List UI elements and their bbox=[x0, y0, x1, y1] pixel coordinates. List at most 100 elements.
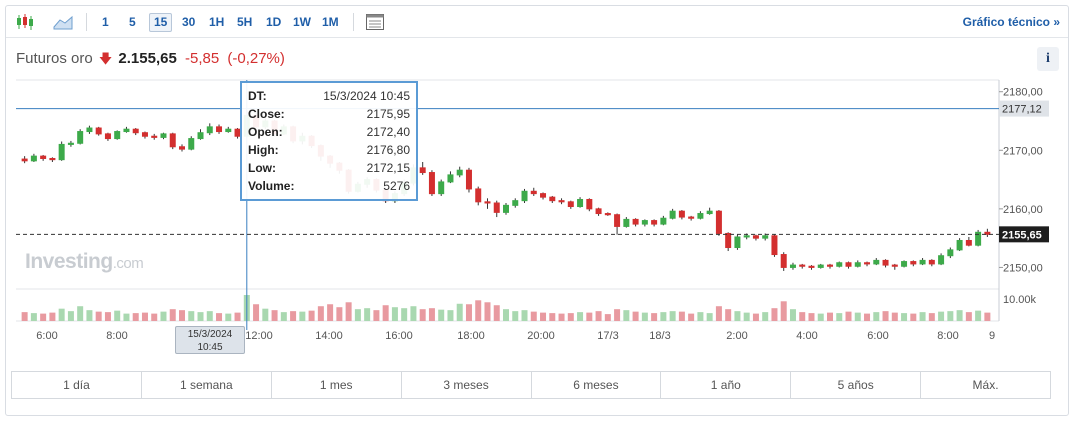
volume-bar bbox=[262, 308, 269, 321]
timeframe-5[interactable]: 5 bbox=[129, 15, 136, 29]
last-price-label: 2155,65 bbox=[1002, 229, 1042, 241]
candle-body bbox=[179, 146, 185, 150]
candle-body bbox=[678, 210, 685, 218]
timeframe-1h[interactable]: 1H bbox=[209, 15, 225, 29]
volume-bar bbox=[234, 312, 241, 321]
period-1-month[interactable]: 1 mes bbox=[272, 372, 402, 398]
period-1-week[interactable]: 1 semana bbox=[142, 372, 272, 398]
volume-bar bbox=[669, 311, 676, 321]
volume-bar bbox=[86, 310, 93, 321]
candle-body bbox=[752, 235, 759, 239]
toolbar-divider bbox=[353, 13, 354, 31]
candle-body bbox=[123, 128, 130, 133]
timeframe-15[interactable]: 15 bbox=[149, 13, 173, 32]
candle-body bbox=[947, 249, 954, 257]
volume-bar bbox=[734, 311, 741, 321]
volume-bar bbox=[410, 306, 417, 321]
x-tick-label: 14:00 bbox=[315, 330, 343, 342]
period-selector: 1 día 1 semana 1 mes 3 meses 6 meses 1 a… bbox=[11, 371, 1051, 399]
volume-bar bbox=[910, 313, 917, 321]
volume-bar bbox=[623, 310, 630, 321]
tooltip-row-date: DT: 15/3/2024 10:45 bbox=[248, 89, 410, 103]
candle-body bbox=[521, 190, 528, 202]
candle-body bbox=[67, 142, 74, 145]
x-tick-label: 6:00 bbox=[867, 330, 888, 342]
period-1-day[interactable]: 1 día bbox=[12, 372, 142, 398]
volume-bar bbox=[845, 311, 852, 321]
technical-chart-link[interactable]: Gráfico técnico » bbox=[962, 15, 1060, 29]
volume-bar bbox=[428, 308, 435, 321]
volume-bar bbox=[873, 312, 880, 321]
candlestick-chart[interactable]: 2180,00 2170,00 2160,00 2150,00 10.00k 2177,1… bbox=[0, 0, 1076, 360]
volume-bar bbox=[373, 310, 380, 321]
volume-bar bbox=[382, 305, 389, 321]
candle-body bbox=[456, 169, 463, 176]
candle-body bbox=[484, 201, 491, 204]
period-1-year[interactable]: 1 año bbox=[661, 372, 792, 398]
candle-body bbox=[503, 204, 509, 213]
volume-bar bbox=[706, 313, 713, 321]
timeframe-1d[interactable]: 1D bbox=[266, 15, 282, 29]
y-tick-label: 2160,00 bbox=[1003, 204, 1043, 216]
candle-body bbox=[651, 220, 658, 225]
timeframe-5h[interactable]: 5H bbox=[237, 15, 253, 29]
volume-bar bbox=[901, 313, 908, 321]
candle-body bbox=[882, 259, 889, 266]
area-chart-icon[interactable] bbox=[52, 12, 74, 32]
volume-bar bbox=[752, 313, 759, 321]
volume-bar bbox=[947, 311, 954, 321]
volume-bar bbox=[188, 311, 195, 321]
candle-body bbox=[965, 239, 972, 246]
candle-body bbox=[956, 239, 963, 251]
period-max[interactable]: Máx. bbox=[972, 378, 999, 392]
candle-body bbox=[984, 231, 991, 235]
candle-body bbox=[595, 208, 602, 215]
volume-bar bbox=[438, 309, 445, 321]
volume-bar bbox=[540, 312, 547, 321]
volume-bar bbox=[586, 312, 593, 321]
volume-bar bbox=[984, 312, 991, 321]
timeframe-30[interactable]: 30 bbox=[182, 15, 196, 29]
y-tick-label: 2150,00 bbox=[1003, 262, 1043, 274]
candlestick-icon[interactable] bbox=[14, 12, 36, 32]
candle-body bbox=[95, 127, 102, 135]
volume-bar bbox=[169, 309, 176, 321]
volume-bar bbox=[854, 312, 861, 321]
volume-bar bbox=[216, 313, 223, 321]
y-tick-label: 2180,00 bbox=[1003, 87, 1043, 99]
timeframe-1m[interactable]: 1M bbox=[322, 15, 339, 29]
candle-body bbox=[641, 220, 648, 225]
volume-bar bbox=[114, 310, 121, 321]
candle-body bbox=[891, 264, 898, 267]
crosshair-price-box bbox=[999, 100, 1049, 117]
candle-body bbox=[419, 167, 426, 174]
candle-body bbox=[530, 190, 537, 195]
volume-bar bbox=[836, 313, 843, 321]
volume-bar bbox=[780, 301, 787, 321]
volume-bar bbox=[401, 308, 408, 321]
candle-body bbox=[77, 131, 84, 144]
period-6-months[interactable]: 6 meses bbox=[532, 372, 662, 398]
volume-bar bbox=[484, 302, 491, 321]
volume-bar bbox=[456, 303, 463, 321]
table-view-icon[interactable] bbox=[364, 12, 386, 32]
candle-body bbox=[688, 216, 695, 219]
volume-bar bbox=[123, 313, 130, 321]
info-button[interactable]: i bbox=[1037, 47, 1059, 71]
volume-bar bbox=[77, 306, 84, 321]
tooltip-row-low: Low: 2172,15 bbox=[248, 161, 410, 175]
candle-body bbox=[854, 262, 861, 267]
volume-bar bbox=[567, 313, 574, 321]
candle-body bbox=[604, 213, 611, 216]
period-5-years[interactable]: 5 años bbox=[791, 372, 922, 398]
candle-body bbox=[901, 261, 908, 267]
volume-bar bbox=[503, 309, 509, 321]
timeframe-1w[interactable]: 1W bbox=[293, 15, 311, 29]
timeframe-1[interactable]: 1 bbox=[102, 15, 109, 29]
volume-bar bbox=[864, 313, 871, 321]
volume-bar bbox=[40, 313, 47, 321]
volume-bar bbox=[697, 312, 704, 321]
tooltip-row-high: High: 2176,80 bbox=[248, 143, 410, 157]
volume-bar bbox=[95, 311, 102, 321]
period-3-months[interactable]: 3 meses bbox=[402, 372, 532, 398]
